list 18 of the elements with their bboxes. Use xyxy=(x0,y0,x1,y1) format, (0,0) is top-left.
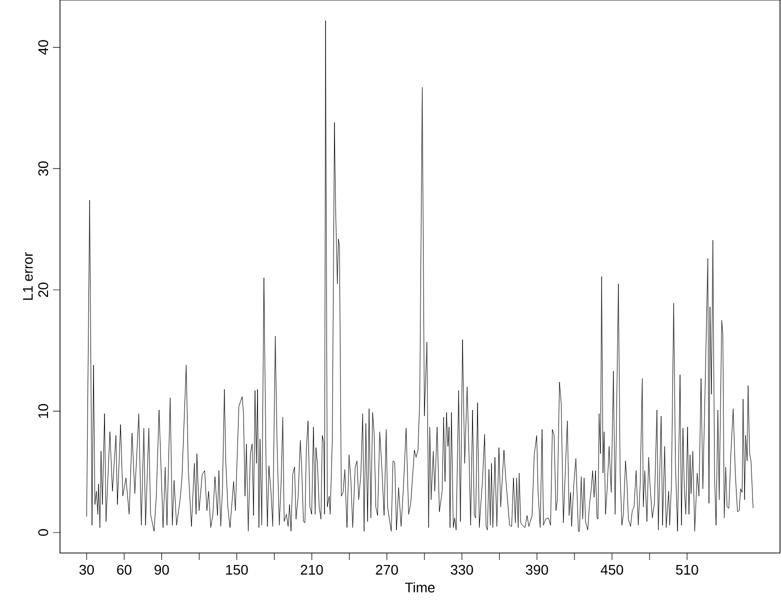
line-series xyxy=(86,20,754,532)
x-tick-label: 390 xyxy=(526,564,548,575)
x-tick-label: 270 xyxy=(376,564,398,575)
x-tick-label: 60 xyxy=(117,564,132,575)
y-tick-label: 30 xyxy=(38,161,48,176)
x-tick-label: 330 xyxy=(450,564,474,575)
x-tick-label: 150 xyxy=(226,564,248,575)
x-tick-label: 30 xyxy=(79,564,94,575)
y-axis-title: L1 error xyxy=(23,252,33,300)
x-tick-label: 450 xyxy=(600,564,624,575)
y-tick-label: 20 xyxy=(38,282,48,297)
y-tick-label: 40 xyxy=(38,40,48,55)
y-tick-label: 0 xyxy=(38,529,48,536)
y-tick-label: 10 xyxy=(38,404,48,418)
x-axis-title: Time xyxy=(405,582,435,592)
x-tick-label: 90 xyxy=(154,564,169,575)
x-tick-label: 510 xyxy=(676,564,698,575)
x-tick-label: 210 xyxy=(300,564,323,575)
